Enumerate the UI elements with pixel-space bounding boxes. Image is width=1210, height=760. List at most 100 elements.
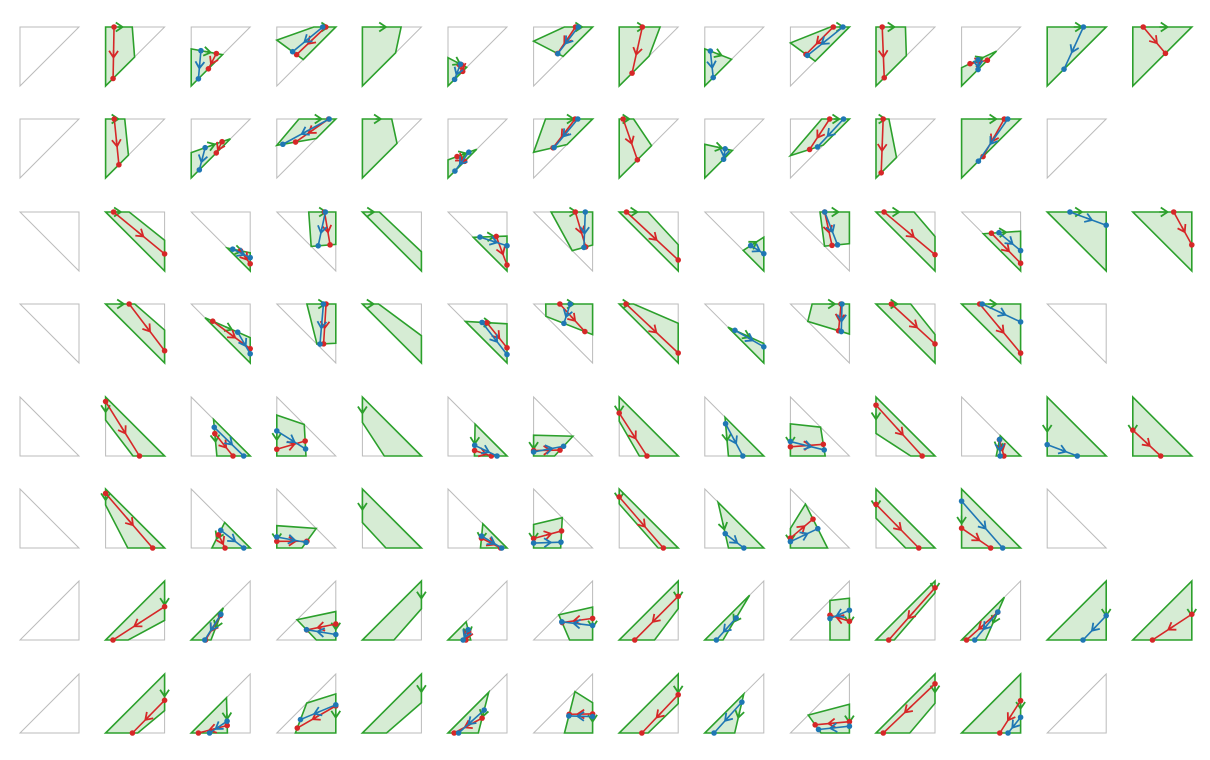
red-curve-endpoint: [530, 535, 537, 542]
blue-curve-endpoint: [761, 250, 767, 257]
blue-curve-endpoint: [996, 229, 1002, 236]
tile: [617, 579, 684, 643]
blue-curve-arrow: [197, 154, 209, 164]
red-curve-arrow: [1000, 243, 1011, 253]
blue-curve-endpoint: [1017, 319, 1024, 325]
blue-curve-endpoint: [274, 428, 280, 434]
red-curve-endpoint: [454, 153, 460, 160]
blue-curve-endpoint: [979, 301, 986, 307]
red-curve-arrow: [132, 618, 143, 628]
red-curve-endpoint: [1130, 427, 1136, 433]
blue-curve-endpoint: [530, 540, 537, 546]
blue-curve-endpoint: [195, 75, 202, 82]
red-curve-endpoint: [126, 301, 132, 307]
red-curve-endpoint: [623, 209, 630, 215]
blue-curve-endpoint: [494, 453, 500, 459]
blue-curve-arrow: [751, 243, 762, 253]
blue-curve-endpoint: [317, 341, 323, 347]
green-region: [618, 118, 653, 180]
blue-curve-endpoint: [465, 626, 471, 633]
red-curve-endpoint: [224, 722, 230, 729]
red-curve-endpoint: [274, 538, 280, 545]
red-curve-endpoint: [675, 593, 681, 600]
green-region: [788, 26, 852, 63]
blue-curve-endpoint: [827, 615, 833, 622]
red-curve-endpoint: [820, 441, 827, 448]
red-curve-arrow: [893, 521, 903, 532]
blue-curve-arrow: [1083, 212, 1094, 223]
blue-curve-endpoint: [479, 319, 485, 326]
red-curve-endpoint: [149, 545, 156, 551]
blue-curve-endpoint: [319, 24, 326, 30]
red-curve-arrow: [971, 532, 981, 542]
tile: [18, 303, 80, 365]
red-curve-endpoint: [483, 319, 490, 326]
blue-curve-endpoint: [498, 545, 505, 551]
blue-curve-endpoint: [322, 209, 329, 215]
tile: [1041, 395, 1109, 459]
red-curve-arrow: [903, 704, 914, 714]
red-curve-endpoint: [582, 328, 588, 335]
tile: [532, 579, 598, 641]
blue-curve-endpoint: [722, 420, 729, 427]
blue-curve-endpoint: [303, 626, 310, 633]
green-region: [787, 118, 852, 158]
blue-curve-arrow: [488, 235, 499, 246]
tile: [704, 487, 766, 551]
blue-curve-endpoint: [711, 730, 717, 736]
red-curve-endpoint: [644, 453, 650, 459]
blue-curve-endpoint: [739, 699, 745, 705]
red-curve-endpoint: [660, 545, 667, 551]
tile: [104, 113, 166, 180]
tile: [785, 395, 851, 457]
tile: [959, 672, 1026, 736]
red-curve-endpoint: [879, 24, 886, 30]
blue-curve-endpoint: [333, 702, 339, 708]
green-region: [819, 211, 851, 247]
red-curve-endpoint: [631, 637, 638, 643]
red-curve-arrow: [477, 447, 488, 458]
tile-outline: [18, 211, 80, 273]
blue-curve-arrow: [1057, 444, 1068, 455]
green-region: [875, 118, 898, 180]
tile: [960, 26, 1022, 88]
green-region: [447, 148, 478, 180]
red-curve-arrow: [215, 535, 226, 546]
blue-curve-endpoint: [567, 301, 573, 307]
tile: [446, 211, 510, 273]
red-curve-endpoint: [459, 68, 466, 75]
green-region: [532, 434, 575, 457]
red-curve-endpoint: [675, 257, 681, 263]
red-curve-endpoint: [881, 209, 887, 215]
tile: [787, 113, 852, 180]
tile-outline: [19, 118, 81, 180]
green-region: [103, 211, 166, 273]
green-edge-arrow: [713, 48, 724, 59]
red-curve-arrow: [632, 46, 643, 57]
blue-curve-arrow: [1069, 44, 1080, 54]
blue-curve-endpoint: [814, 525, 821, 532]
blue-curve-endpoint: [1067, 209, 1073, 215]
blue-curve-arrow: [820, 36, 830, 46]
red-curve-endpoint: [161, 603, 168, 610]
blue-curve-endpoint: [202, 144, 208, 151]
blue-curve-arrow: [744, 332, 755, 342]
red-curve-arrow: [908, 319, 919, 329]
green-region: [1132, 395, 1194, 457]
green-region: [361, 118, 398, 180]
blue-curve-endpoint: [247, 350, 253, 357]
red-curve-endpoint: [623, 301, 629, 307]
red-curve-arrow: [816, 129, 826, 139]
blue-curve-arrow: [286, 434, 296, 444]
red-curve-endpoint: [589, 615, 596, 622]
tile: [447, 395, 509, 459]
red-curve-endpoint: [932, 341, 938, 347]
red-curve-arrow: [906, 610, 917, 620]
red-curve-arrow: [311, 711, 321, 721]
red-curve-endpoint: [958, 525, 965, 532]
green-region: [104, 487, 167, 549]
green-region: [875, 395, 937, 457]
red-curve-arrow: [1166, 621, 1177, 631]
tile: [360, 298, 423, 365]
blue-curve-arrow: [799, 531, 809, 541]
